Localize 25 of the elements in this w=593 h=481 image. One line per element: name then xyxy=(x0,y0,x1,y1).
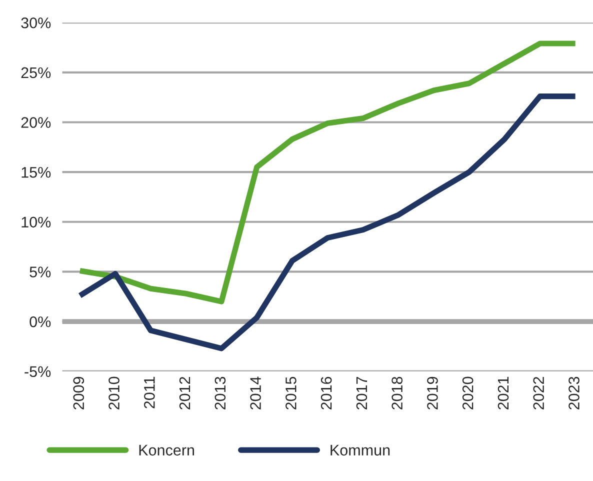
y-tick-label: 20% xyxy=(21,117,51,128)
x-tick-label: 2016 xyxy=(320,376,332,410)
x-tick-label: 2009 xyxy=(73,376,84,410)
x-tick-label: 2011 xyxy=(144,376,155,408)
y-tick-label: 30% xyxy=(21,17,51,28)
x-tick-label: 2020 xyxy=(462,376,474,410)
x-tick-label: 2021 xyxy=(498,376,509,410)
x-tick-label: 2023 xyxy=(568,376,580,410)
x-tick-label: 2022 xyxy=(533,376,544,410)
y-tick-label: -5% xyxy=(24,366,51,378)
legend-label: Koncern xyxy=(139,444,194,456)
x-tick-label: 2014 xyxy=(250,376,261,410)
y-tick-label: 10% xyxy=(22,216,51,228)
x-tick-label: 2013 xyxy=(214,376,226,410)
x-tick-label: 2017 xyxy=(356,376,368,410)
x-tick-label: 2019 xyxy=(427,376,438,410)
y-tick-label: 0% xyxy=(30,316,51,328)
y-tick-label: 25% xyxy=(21,67,51,78)
x-tick-label: 2012 xyxy=(179,376,190,410)
x-tick-label: 2015 xyxy=(286,376,296,410)
y-tick-label: 15% xyxy=(22,166,51,178)
x-tick-label: 2018 xyxy=(392,376,402,410)
legend-label: Kommun xyxy=(330,444,390,456)
y-tick-label: 5% xyxy=(30,266,51,278)
x-tick-label: 2010 xyxy=(108,376,120,410)
